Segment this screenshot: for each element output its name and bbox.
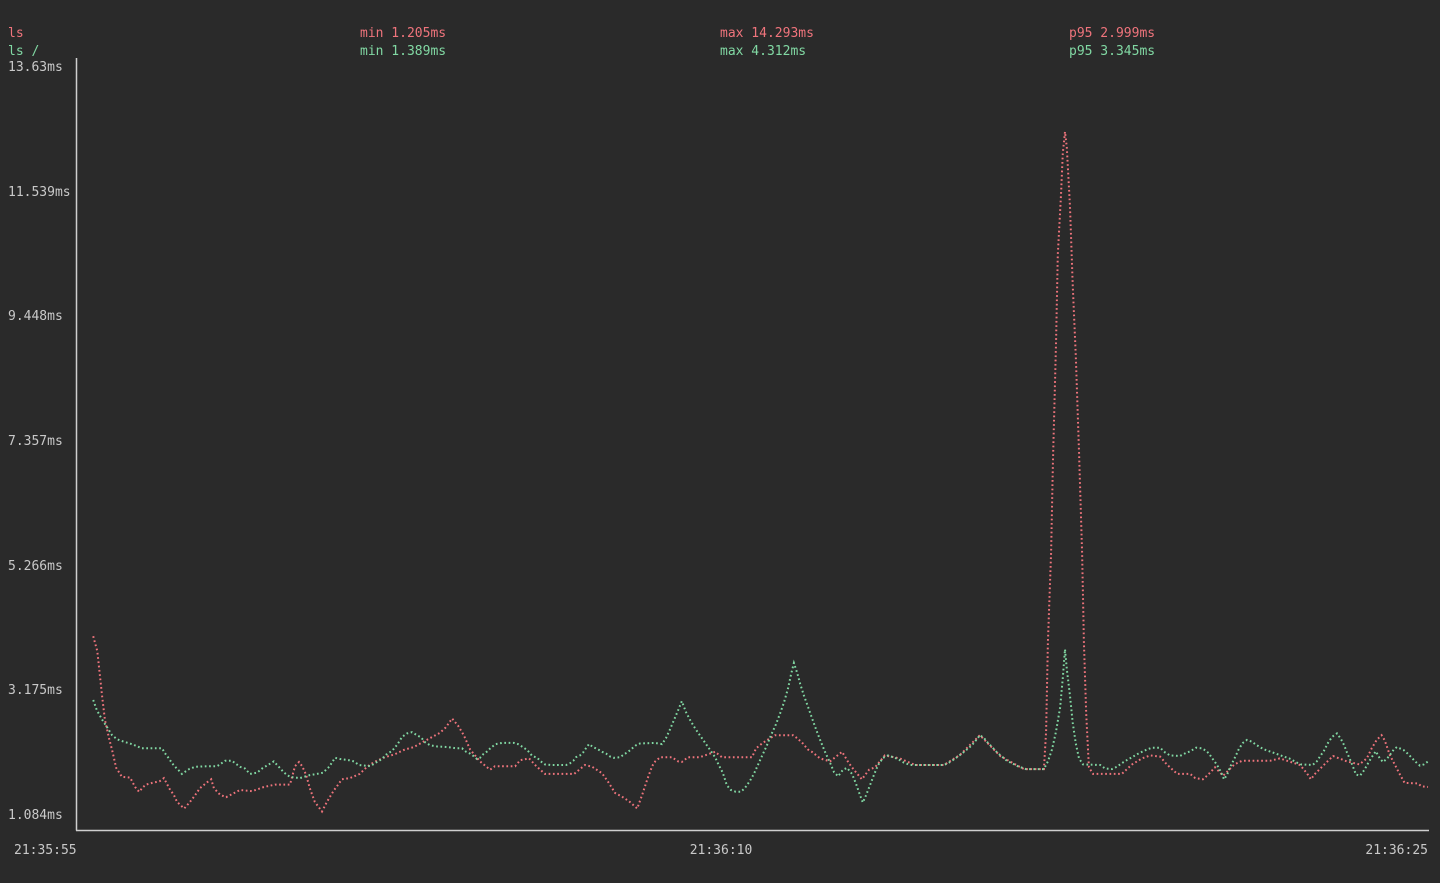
series-ls-slash-line: [92, 649, 1429, 806]
y-axis-tick-label: 1.084ms: [8, 808, 63, 823]
series-2-p95-stat: p95 3.345ms: [1069, 44, 1156, 59]
series-ls-line: [92, 131, 1429, 814]
legend-series-1-label: ls: [8, 26, 24, 41]
series-2-min-stat: min 1.389ms: [360, 44, 447, 59]
y-axis-tick-label: 9.448ms: [8, 309, 63, 325]
series-1-min-stat: min 1.205ms: [360, 26, 447, 41]
x-axis-tick-label: 21:36:25: [1365, 843, 1428, 858]
x-axis-tick-label: 21:36:10: [689, 843, 753, 858]
y-axis-tick-label: 11.539ms: [8, 184, 71, 200]
y-axis-tick-label: 3.175ms: [8, 683, 63, 699]
y-axis-tick-label: 13.63ms: [8, 60, 63, 75]
series-1-p95-stat: p95 2.999ms: [1069, 26, 1156, 41]
x-axis-tick-label: 21:35:55: [14, 843, 77, 858]
series-1-max-stat: max 14.293ms: [720, 26, 814, 41]
y-axis-tick-label: 5.266ms: [8, 558, 63, 574]
legend-series-2-label: ls /: [8, 44, 40, 59]
series-2-max-stat: max 4.312ms: [720, 44, 807, 59]
y-axis-tick-label: 7.357ms: [8, 434, 63, 449]
